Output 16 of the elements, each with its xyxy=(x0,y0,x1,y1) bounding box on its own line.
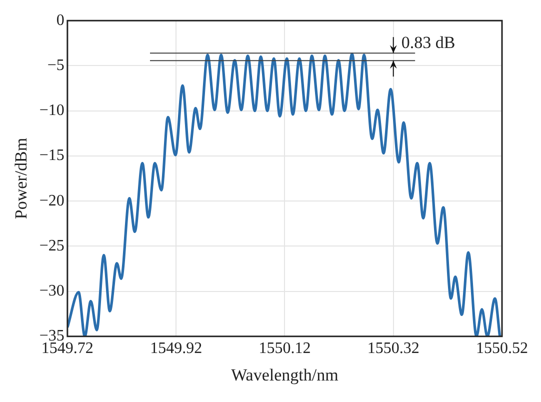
y-tick-label: −20 xyxy=(39,192,64,210)
y-tick-label: −30 xyxy=(39,282,64,300)
x-tick-label: 1549.92 xyxy=(150,340,202,358)
x-tick-label: 1550.32 xyxy=(367,340,420,358)
y-axis-title: Power/dBm xyxy=(12,138,31,220)
y-tick-label: −25 xyxy=(39,237,64,254)
y-tick-label: −15 xyxy=(39,147,64,164)
line-series xyxy=(67,52,502,336)
x-tick-label: 1550.12 xyxy=(258,340,311,358)
x-tick-label: 1550.52 xyxy=(476,340,528,358)
y-tick-label: −10 xyxy=(39,102,64,120)
ref-line-label: 0.83 dB xyxy=(401,33,456,52)
y-tick-label: 0 xyxy=(56,12,64,29)
x-tick-label: 1549.72 xyxy=(41,340,94,358)
y-tick-label: −5 xyxy=(47,56,64,74)
x-axis-title: Wavelength/nm xyxy=(231,365,338,384)
